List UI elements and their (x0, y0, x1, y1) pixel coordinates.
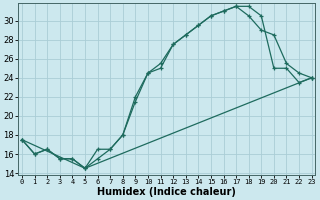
X-axis label: Humidex (Indice chaleur): Humidex (Indice chaleur) (97, 187, 236, 197)
